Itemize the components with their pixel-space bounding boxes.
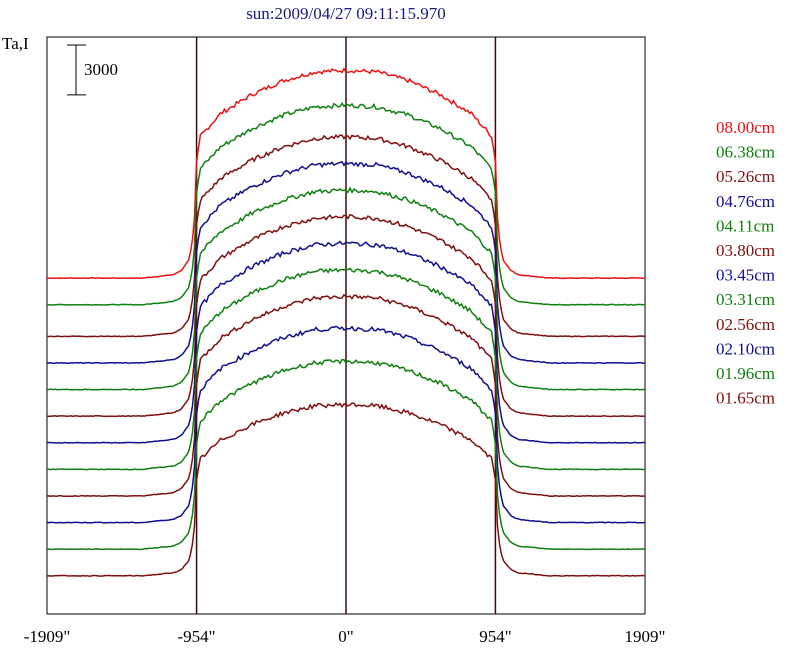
legend-entry-02.10cm: 02.10cm	[716, 339, 775, 358]
series-line-08.00cm	[47, 67, 646, 280]
legend-entry-06.38cm: 06.38cm	[716, 143, 775, 162]
scale-bar: 3000	[67, 44, 118, 96]
limb-markers	[195, 37, 497, 614]
legend-entry-04.76cm: 04.76cm	[716, 192, 775, 211]
scale-bar-label: 3000	[84, 60, 118, 79]
x-tick-labels: -1909" -954" 0" 954" 1909"	[24, 627, 666, 646]
legend-entry-01.96cm: 01.96cm	[716, 364, 775, 383]
x-tick-label-1: -954"	[178, 627, 216, 646]
legend-entry-05.26cm: 05.26cm	[716, 167, 775, 186]
y-axis-label: Ta,I	[2, 34, 29, 53]
legend-entry-02.56cm: 02.56cm	[716, 315, 775, 334]
series-line-02.56cm	[46, 293, 646, 498]
x-tick-label-3: 954"	[479, 627, 511, 646]
legend-entry-04.11cm: 04.11cm	[716, 216, 774, 235]
series-line-03.80cm	[46, 213, 646, 418]
legend-entry-03.80cm: 03.80cm	[716, 241, 775, 260]
legend-entry-03.45cm: 03.45cm	[716, 266, 775, 285]
x-tick-label-2: 0"	[338, 627, 353, 646]
chart-title: sun:2009/04/27 09:11:15.970	[246, 4, 446, 23]
series-lines	[46, 67, 646, 577]
legend-entry-01.65cm: 01.65cm	[716, 389, 775, 408]
series-line-04.76cm	[46, 160, 645, 364]
series-line-06.38cm	[46, 102, 645, 306]
series-line-01.65cm	[46, 401, 646, 577]
series-line-04.11cm	[46, 186, 646, 391]
legend-entry-08.00cm: 08.00cm	[716, 118, 775, 137]
series-line-05.26cm	[46, 133, 646, 338]
legend-entry-03.31cm: 03.31cm	[716, 290, 775, 309]
series-line-02.10cm	[46, 325, 646, 524]
x-tick-label-0: -1909"	[24, 627, 71, 646]
x-tick-label-4: 1909"	[625, 627, 666, 646]
series-line-03.31cm	[46, 267, 646, 471]
series-line-03.45cm	[47, 240, 646, 444]
series-line-01.96cm	[46, 358, 646, 551]
legend: 08.00cm 06.38cm 05.26cm 04.76cm 04.11cm 03.80…	[716, 118, 775, 408]
